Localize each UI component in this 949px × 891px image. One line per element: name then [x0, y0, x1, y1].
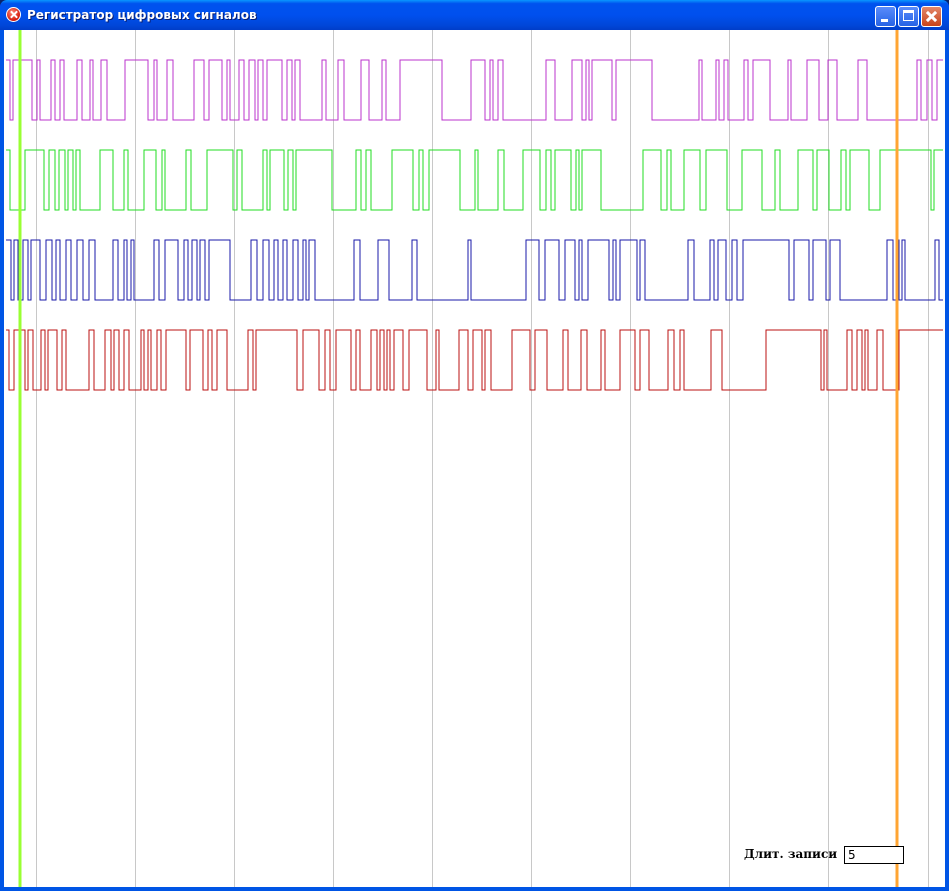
minimize-icon [881, 19, 888, 22]
error-icon [6, 7, 21, 22]
close-icon [922, 7, 941, 26]
signal-trace-4 [6, 329, 943, 391]
signal-plot[interactable] [4, 30, 945, 887]
signal-trace-3 [6, 239, 943, 301]
signal-trace-1 [6, 59, 943, 121]
close-button[interactable] [921, 6, 942, 27]
maximize-icon [903, 10, 914, 21]
title-bar[interactable]: Регистратор цифровых сигналов [0, 0, 949, 30]
window-title: Регистратор цифровых сигналов [27, 8, 257, 22]
maximize-button[interactable] [898, 6, 919, 27]
record-length-label: Длит. записи [744, 847, 838, 861]
signal-trace-2 [6, 149, 943, 211]
minimize-button[interactable] [875, 6, 896, 27]
record-length-input[interactable] [844, 846, 904, 864]
signal-canvas-area[interactable]: Длит. записи [4, 30, 945, 887]
